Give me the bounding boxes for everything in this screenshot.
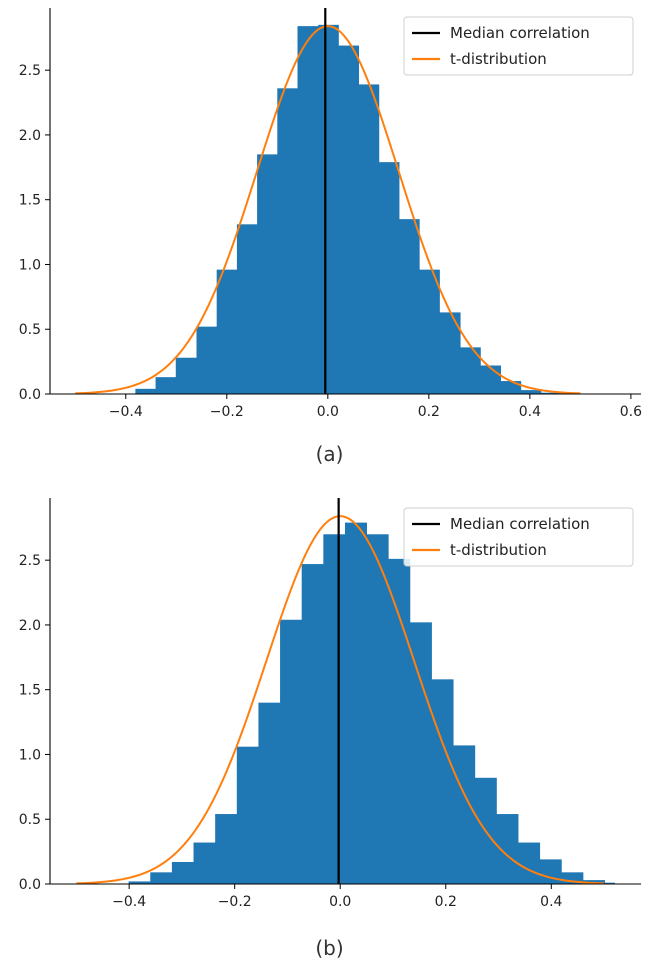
legend-label: t-distribution (450, 50, 547, 68)
histogram-bar (196, 326, 218, 394)
histogram-bar (604, 882, 616, 884)
legend-label: Median correlation (450, 24, 590, 42)
histogram-bar (236, 746, 259, 884)
histogram-bar (257, 154, 278, 394)
histogram-bar (496, 814, 519, 884)
y-tick-label: 2.5 (19, 63, 41, 79)
histogram-bar (453, 745, 476, 884)
histogram-bar (175, 357, 197, 394)
panel-caption: (a) (316, 442, 344, 466)
x-tick-label: 0.4 (519, 404, 541, 420)
histogram-bar (280, 619, 303, 884)
x-tick-label: −0.2 (218, 894, 252, 910)
histogram-bar (216, 269, 238, 394)
histogram-bar (150, 872, 173, 884)
x-tick-label: 0.2 (435, 894, 457, 910)
t-distribution-curve (76, 515, 605, 885)
histogram-bar (480, 365, 501, 394)
y-tick-label: 2.5 (19, 553, 41, 569)
histogram-bar (277, 88, 298, 394)
histogram-bar (135, 388, 156, 394)
histogram-bar (378, 162, 400, 394)
y-tick-label: 0.0 (19, 877, 41, 893)
y-tick-label: 1.5 (19, 193, 41, 209)
legend-box (403, 16, 634, 76)
histogram-bar (419, 269, 440, 394)
legend: Median correlation t-distribution (403, 507, 634, 567)
histogram-bar (358, 84, 380, 395)
histogram-panel-a: −0.4 −0.2 0.0 0.2 0.4 0.6 0.0 0.5 1.0 1.5 2.0 2.5 Me… (19, 8, 642, 466)
histogram-bars (135, 24, 562, 395)
histogram-bar (258, 702, 281, 884)
t-distribution-curve (75, 25, 581, 395)
histogram-bar (171, 861, 194, 884)
histogram-bar (128, 881, 151, 884)
legend-label: t-distribution (450, 541, 547, 559)
histogram-bar (399, 219, 420, 394)
histogram-bar (561, 872, 584, 884)
histogram-bar (539, 859, 562, 884)
x-tick-label: 0.6 (620, 404, 642, 420)
histogram-bar (236, 224, 258, 394)
x-tick-label: 0.0 (329, 894, 351, 910)
legend-label: Median correlation (450, 515, 590, 533)
x-tick-label: −0.2 (210, 404, 244, 420)
y-tick-label: 1.0 (19, 257, 41, 273)
histogram-panel-b: −0.4 −0.2 0.0 0.2 0.4 0.0 0.5 1.0 1.5 2.0 2.5 Media… (19, 498, 641, 960)
y-tick-label: 2.0 (19, 618, 41, 634)
histogram-bar (323, 534, 346, 884)
histogram-bar (409, 622, 432, 884)
y-tick-label: 1.5 (19, 683, 41, 699)
x-tick-label: −0.4 (109, 404, 143, 420)
y-tick-label: 0.5 (19, 322, 41, 338)
histogram-bar (518, 842, 541, 884)
histogram-bar (155, 377, 177, 394)
legend-box (403, 507, 634, 567)
histogram-bar (439, 312, 461, 394)
y-tick-label: 1.0 (19, 747, 41, 763)
histogram-bar (318, 24, 339, 395)
histogram-bar (338, 45, 360, 395)
y-tick-label: 2.0 (19, 128, 41, 144)
legend: Median correlation t-distribution (403, 16, 634, 76)
histogram-bar (215, 814, 238, 884)
histogram-bar (388, 558, 411, 884)
histogram-bar (500, 381, 522, 394)
histogram-bar (297, 26, 319, 394)
histogram-bars (128, 522, 616, 884)
panel-caption: (b) (315, 936, 343, 960)
histogram-bar (193, 842, 216, 884)
histogram-bar (301, 564, 324, 884)
y-tick-label: 0.5 (19, 812, 41, 828)
histogram-bar (366, 534, 389, 884)
histogram-bar (520, 390, 542, 394)
x-tick-label: 0.4 (540, 894, 562, 910)
x-tick-label: 0.2 (418, 404, 440, 420)
x-tick-label: 0.0 (317, 404, 339, 420)
x-tick-label: −0.4 (112, 894, 146, 910)
histogram-bar (344, 522, 367, 884)
y-tick-label: 0.0 (19, 387, 41, 403)
histogram-bar (431, 679, 454, 884)
histogram-bar (460, 347, 481, 394)
histogram-bar (540, 392, 562, 394)
